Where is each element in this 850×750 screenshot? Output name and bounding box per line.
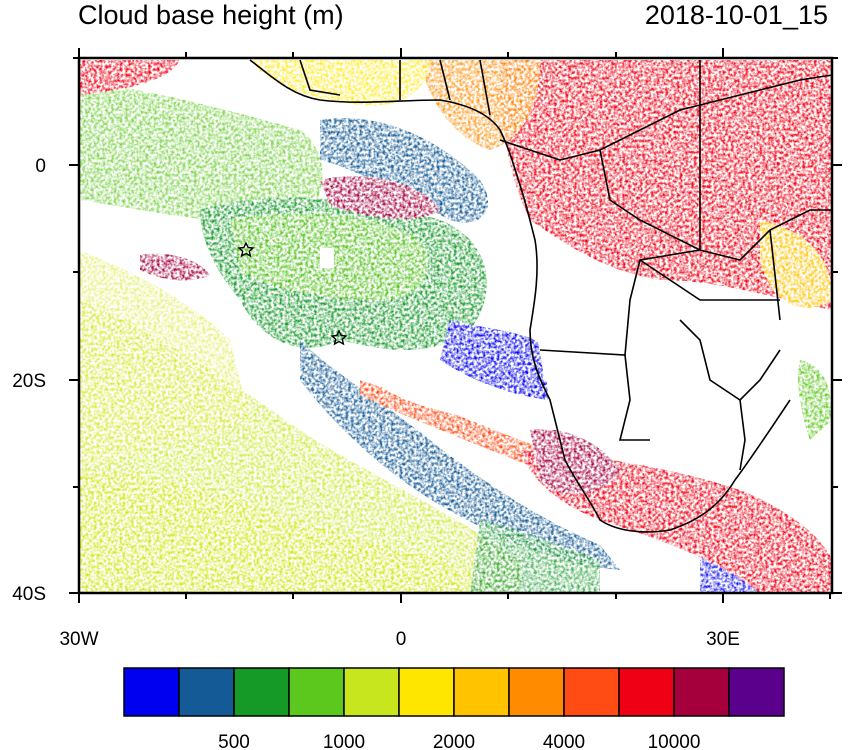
colorbar-label: 1000 <box>323 732 365 750</box>
cloud-yellow-northcoast <box>250 60 430 106</box>
axis-ticks <box>69 48 842 603</box>
lon-label-0: 0 <box>396 629 407 650</box>
colorbar-label: 4000 <box>543 732 585 750</box>
colorbar-swatch <box>343 667 400 717</box>
colorbar-swatch <box>728 667 785 717</box>
cloud-purple-south <box>530 429 620 494</box>
clear-sky-patch <box>320 248 334 268</box>
colorbar-swatch <box>453 667 510 717</box>
map-title: Cloud base height (m) <box>78 0 344 30</box>
station-star-marker <box>237 241 255 258</box>
cloud-blue-coast <box>440 320 548 400</box>
colorbar-label: 10000 <box>648 732 701 750</box>
cloud-green-southcoast <box>470 520 600 593</box>
cloud-orange-east <box>760 220 832 308</box>
lat-label-0: 0 <box>35 156 46 177</box>
map-frame <box>77 56 834 595</box>
cloud-yellowgreen-west <box>79 250 250 470</box>
cloud-lightgreen-northwest <box>79 80 323 223</box>
colorbar-label: 2000 <box>433 732 475 750</box>
cloud-purple-north <box>320 176 440 220</box>
colorbar-swatch <box>233 667 290 717</box>
clear-sky-southern-africa <box>530 296 790 474</box>
clear-sky-ocean <box>360 360 555 430</box>
colorbar-swatch <box>508 667 565 717</box>
country-borders <box>249 59 832 533</box>
map-panel <box>79 58 832 593</box>
cloud-orange-north <box>420 60 540 150</box>
colorbar-swatch <box>618 667 675 717</box>
colorbar-swatch <box>398 667 455 717</box>
cloud-teal-north <box>320 118 489 223</box>
cloud-purple-west <box>140 253 210 281</box>
colorbar-swatch <box>123 667 180 717</box>
colorbar-swatch <box>288 667 345 717</box>
colorbar <box>123 667 785 717</box>
lon-label-30e: 30E <box>706 629 740 650</box>
cloud-lightgreen-east <box>798 360 832 440</box>
colorbar-swatch <box>673 667 730 717</box>
map-timestamp: 2018-10-01_15 <box>644 0 828 30</box>
colorbar-label: 500 <box>218 732 250 750</box>
colorbar-swatch <box>563 667 620 717</box>
station-star-marker <box>330 329 348 346</box>
cloud-red-north <box>500 60 832 310</box>
cloud-red-northwest <box>79 60 180 95</box>
lat-label-40s: 40S <box>12 584 46 605</box>
colorbar-labels: 500 1000 2000 4000 10000 <box>218 732 700 750</box>
lat-label-20s: 20S <box>12 371 46 392</box>
cloud-teal-arc <box>300 340 620 570</box>
lon-label-30w: 30W <box>59 629 98 650</box>
colorbar-swatch <box>178 667 235 717</box>
